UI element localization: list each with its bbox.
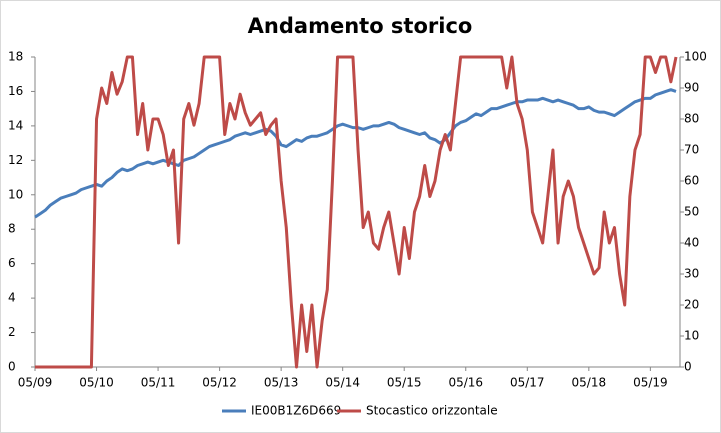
x-tick-label: 05/10 [79,376,114,390]
y-tick-label: 8 [8,222,16,236]
x-tick-label: 05/15 [387,376,422,390]
legend-label: IE00B1Z6D669 [251,404,341,418]
y-tick-label: 6 [8,256,16,270]
y2-tick-label: 0 [684,360,692,374]
y-tick-label: 12 [8,153,23,167]
x-tick-label: 05/12 [202,376,237,390]
y-tick-label: 10 [8,187,23,201]
x-tick-label: 05/13 [264,376,299,390]
y-tick-label: 14 [8,118,23,132]
y2-tick-label: 30 [684,267,699,281]
x-tick-label: 05/18 [572,376,607,390]
y-tick-label: 2 [8,325,16,339]
x-tick-label: 05/19 [633,376,668,390]
series-line [35,55,678,369]
y2-tick-label: 100 [684,50,707,64]
y2-tick-label: 20 [684,298,699,312]
y2-tick-label: 50 [684,205,699,219]
y-tick-label: 18 [8,50,23,64]
y2-tick-label: 80 [684,112,699,126]
x-tick-label: 05/14 [325,376,360,390]
y2-tick-label: 40 [684,236,699,250]
legend-label: Stocastico orizzontale [366,404,498,418]
y2-tick-label: 10 [684,329,699,343]
y-tick-label: 0 [8,360,16,374]
y2-tick-label: 70 [684,143,699,157]
x-tick-label: 05/17 [510,376,545,390]
x-tick-label: 05/09 [18,376,53,390]
y-tick-label: 4 [8,291,16,305]
y2-tick-label: 60 [684,174,699,188]
chart-title: Andamento storico [248,14,473,38]
x-tick-label: 05/11 [141,376,176,390]
y-tick-label: 16 [8,84,23,98]
y2-tick-label: 90 [684,81,699,95]
x-tick-label: 05/16 [448,376,483,390]
